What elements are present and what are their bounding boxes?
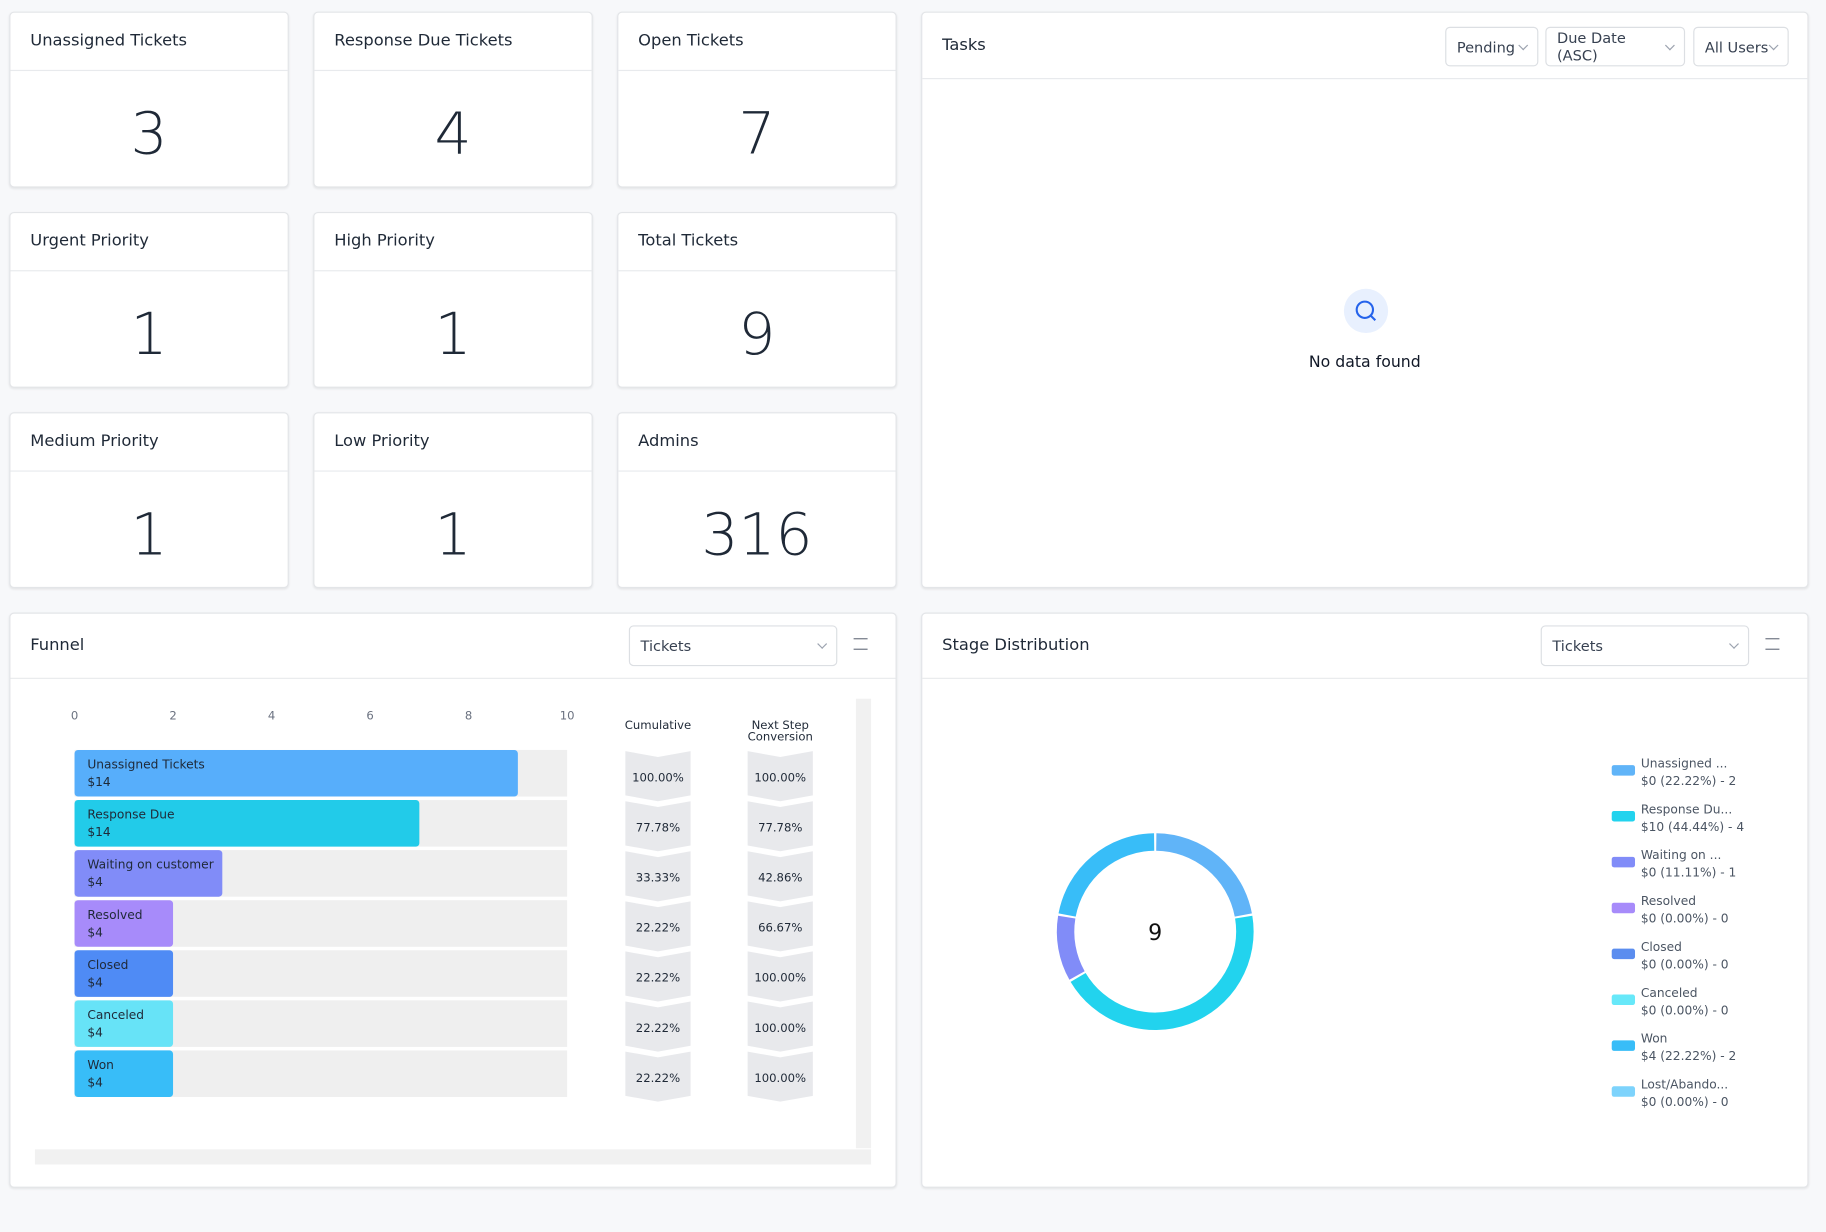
card-header	[10, 413, 288, 472]
panel-select[interactable]: Tickets	[1540, 625, 1750, 667]
tasks-panel: Tasks Pending Due Date (ASC) All Users No da…	[921, 11, 1809, 589]
stat-card: Urgent Priority 1	[9, 211, 289, 388]
stat-card: Low Priority 1	[313, 412, 593, 589]
card-value: 9	[738, 300, 776, 368]
card-header	[314, 413, 592, 472]
chart-panel: Stage Distribution Tickets	[921, 612, 1809, 1188]
card-value: 1	[434, 500, 472, 569]
card-value: 1	[434, 300, 472, 368]
filter-dropdown[interactable]: Due Date (ASC)	[1545, 26, 1686, 67]
card-value: 316	[701, 500, 813, 569]
empty-icon	[1343, 288, 1389, 334]
chart-panel: Funnel Tickets	[9, 612, 897, 1188]
panel-title: Stage Distribution	[942, 635, 1090, 655]
card-header	[314, 13, 592, 72]
stat-card: Open Tickets 7	[617, 11, 897, 188]
filter-dropdown[interactable]: All Users	[1693, 26, 1789, 67]
card-value: 7	[738, 100, 776, 168]
card-header	[618, 13, 896, 72]
stat-card: Admins 316	[617, 412, 897, 589]
empty-text: No data found	[1308, 352, 1421, 372]
card-title: Urgent Priority	[30, 231, 149, 251]
card-title: Response Due Tickets	[334, 31, 513, 51]
stat-card: Response Due Tickets 4	[313, 11, 593, 188]
card-header	[618, 413, 896, 472]
card-header	[314, 213, 592, 272]
settings-icon[interactable]	[853, 638, 868, 650]
panel-header	[922, 614, 1808, 679]
card-value: 3	[130, 100, 168, 168]
card-title: Low Priority	[334, 432, 430, 451]
card-header	[10, 213, 288, 272]
tasks-title: Tasks	[942, 36, 986, 55]
card-value: 4	[434, 100, 472, 168]
filter-dropdown[interactable]: Pending	[1445, 26, 1539, 67]
tasks-header	[922, 13, 1808, 80]
stat-card: Unassigned Tickets 3	[9, 11, 289, 188]
card-title: Medium Priority	[30, 432, 159, 451]
stat-card: High Priority 1	[313, 211, 593, 388]
card-title: Open Tickets	[638, 31, 744, 51]
card-title: Total Tickets	[638, 231, 739, 251]
settings-icon[interactable]	[1765, 638, 1780, 650]
card-title: Admins	[638, 432, 699, 451]
panel-header	[10, 614, 896, 679]
card-value: 1	[130, 300, 168, 368]
card-header	[618, 213, 896, 272]
panel-title: Funnel	[30, 635, 85, 655]
panel-select[interactable]: Tickets	[628, 625, 838, 667]
stat-card: Total Tickets 9	[617, 211, 897, 388]
card-title: Unassigned Tickets	[30, 31, 188, 51]
card-value: 1	[130, 500, 168, 569]
card-header	[10, 13, 288, 72]
stat-card: Medium Priority 1	[9, 412, 289, 589]
card-title: High Priority	[334, 231, 435, 251]
